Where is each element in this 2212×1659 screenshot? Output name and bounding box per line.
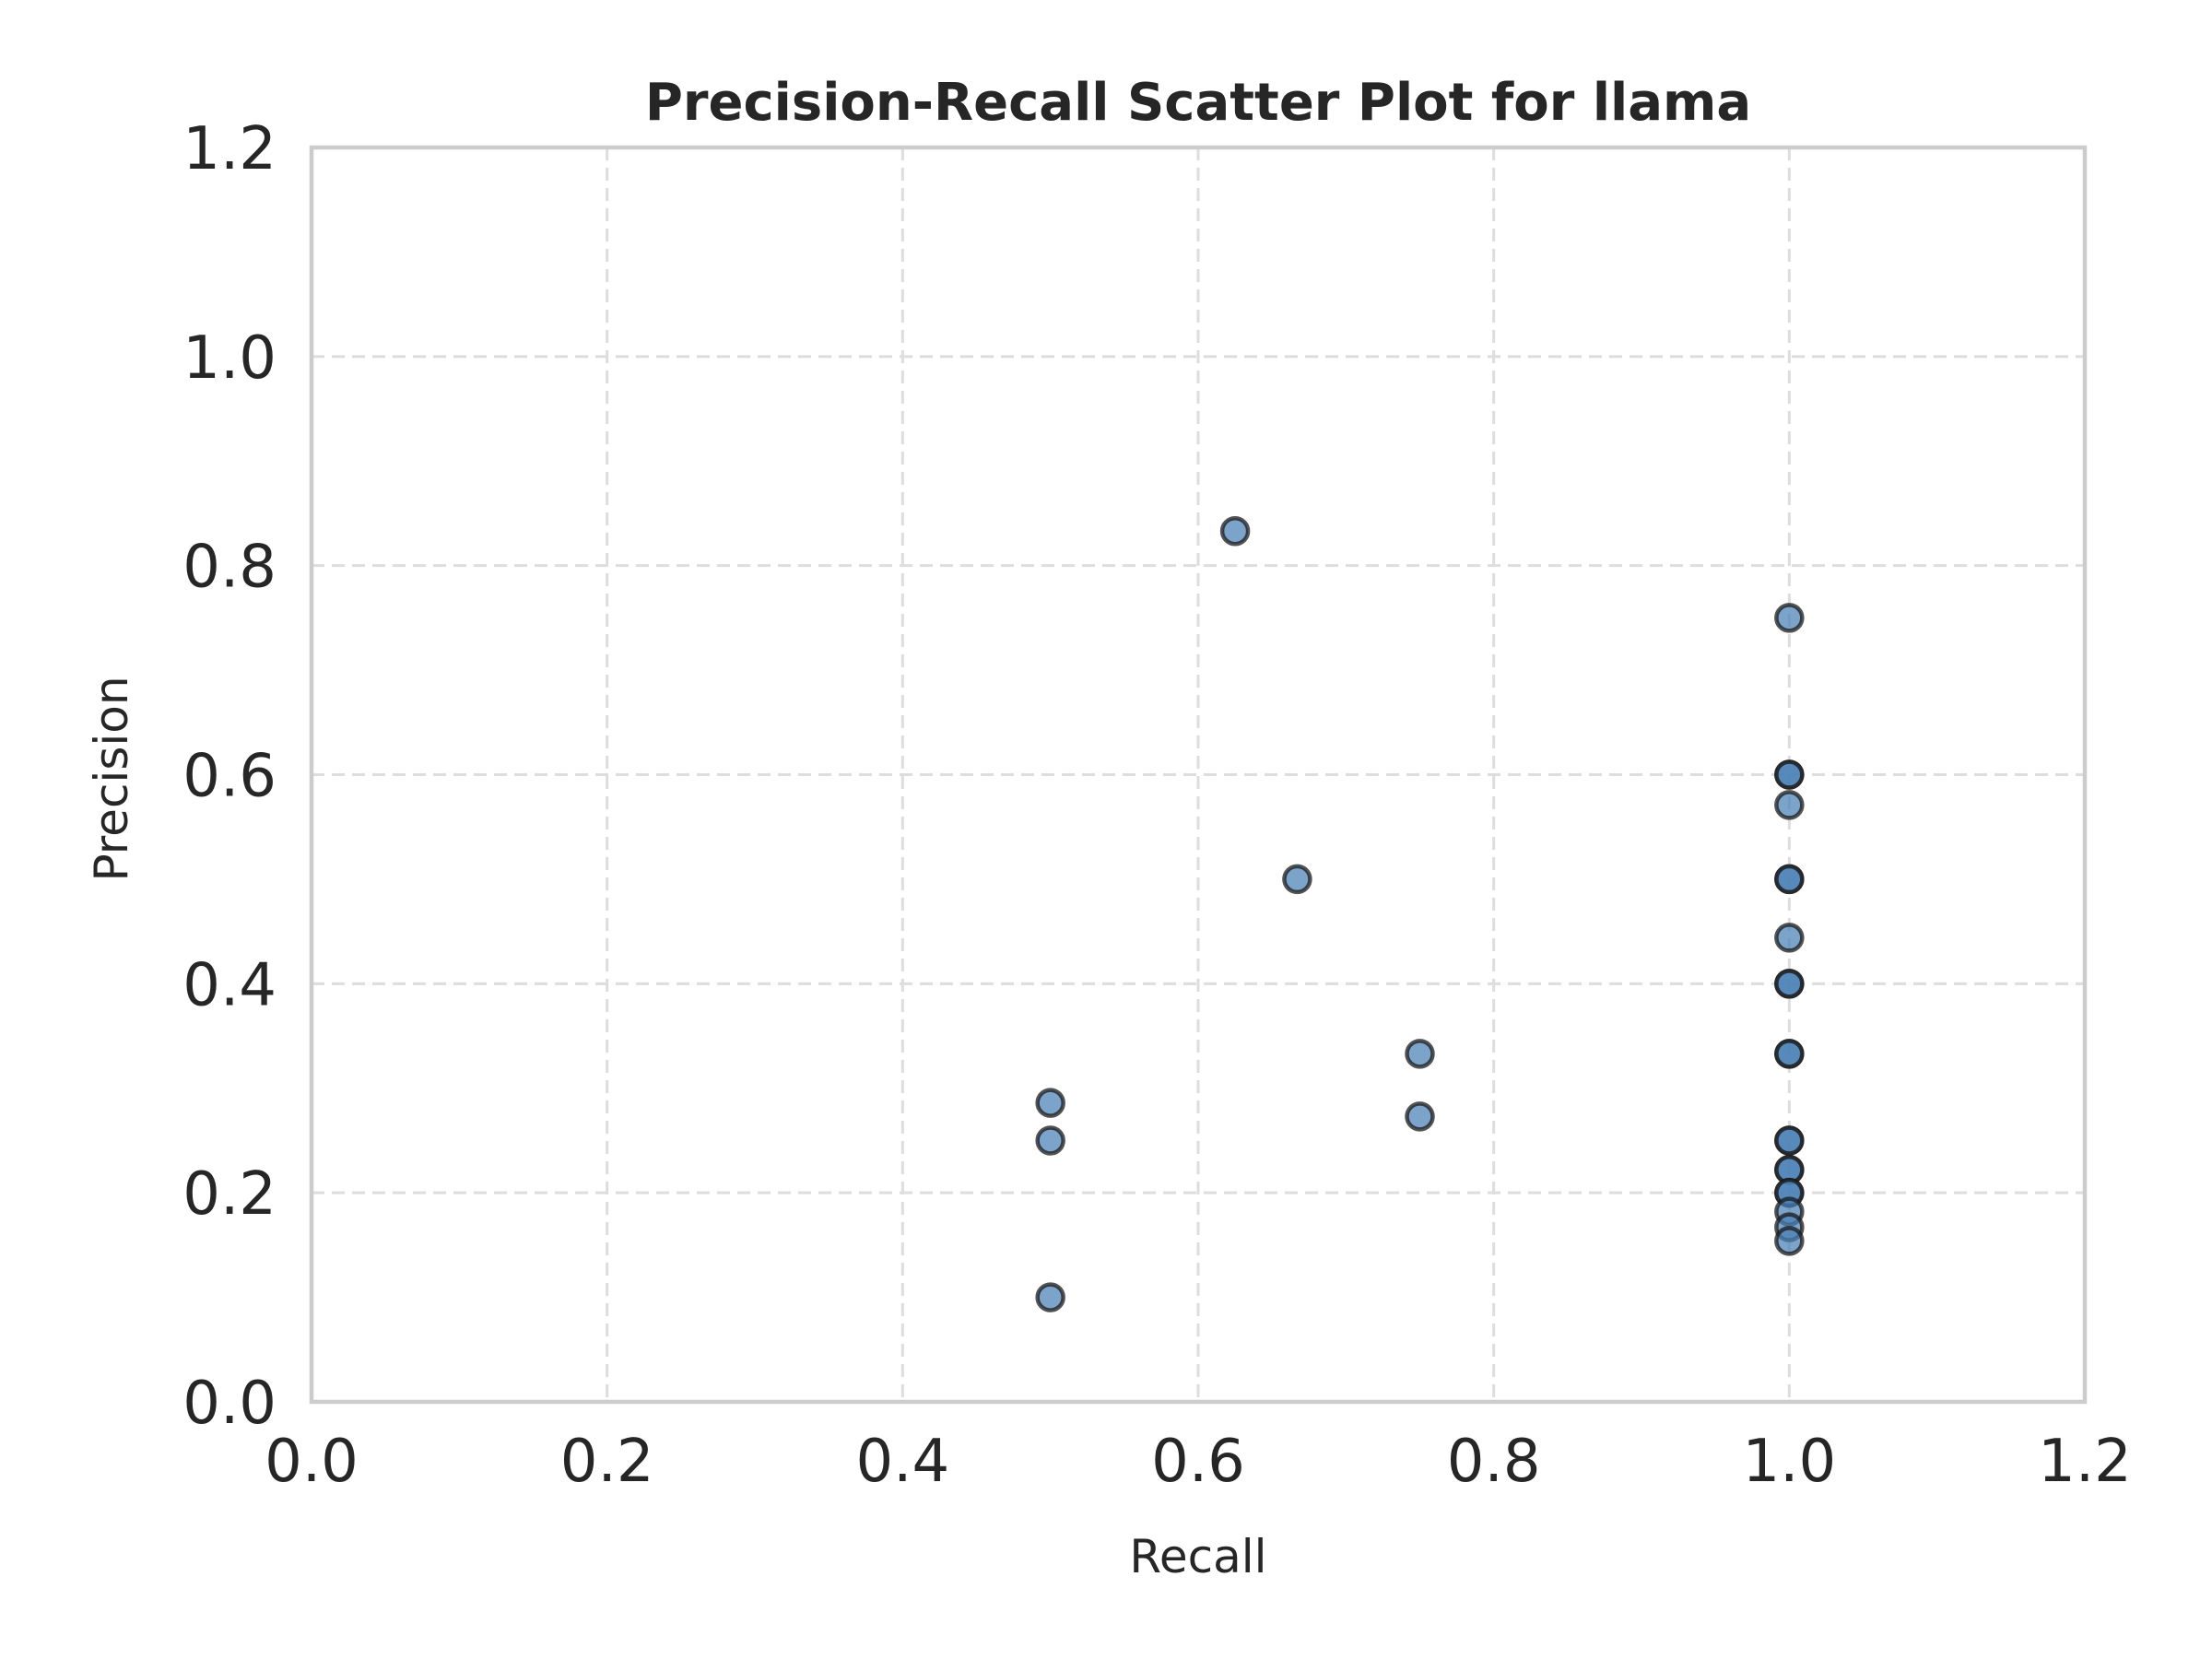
data-point [1774,969,1805,999]
y-tick-labels: 0.0 0.2 0.4 0.6 0.8 1.0 1.2 [182,115,276,1438]
y-tick-label: 0.6 [182,743,276,811]
data-point [1774,864,1805,895]
data-point [1282,864,1312,895]
y-tick-label: 1.2 [182,115,276,183]
data-point [1035,1282,1065,1312]
x-tick-label: 1.0 [1742,1428,1836,1496]
data-point [1405,1039,1435,1069]
chart-title: Precision-Recall Scatter Plot for llama [645,73,1751,133]
y-tick-label: 0.4 [182,951,276,1019]
plot-frame [309,145,2088,1405]
data-point [1774,603,1805,633]
data-point [1219,515,1251,547]
grid-lines [310,146,2087,1404]
x-tick-label: 0.8 [1447,1428,1541,1496]
x-tick-label: 0.2 [560,1428,654,1496]
data-point [1774,923,1805,953]
x-tick-label: 0.0 [265,1428,359,1496]
data-point [1774,1226,1805,1256]
x-tick-label: 1.2 [2038,1428,2132,1496]
data-point [1405,1101,1435,1132]
data-point [1774,1125,1805,1156]
data-point [1774,790,1805,820]
x-tick-label: 0.6 [1151,1428,1245,1496]
data-point [1774,1039,1805,1069]
x-tick-label: 0.4 [855,1428,949,1496]
data-points [1035,515,1805,1312]
data-point [1035,1125,1065,1156]
y-tick-label: 1.0 [182,324,276,393]
y-tick-label: 0.8 [182,534,276,602]
x-tick-labels: 0.0 0.2 0.4 0.6 0.8 1.0 1.2 [265,1428,2132,1496]
x-axis-label: Recall [1129,1530,1266,1583]
y-tick-label: 0.2 [182,1160,276,1229]
data-point [1774,759,1805,790]
y-axis-label: Precision [85,676,138,881]
y-tick-label: 0.0 [182,1370,276,1438]
data-point [1035,1088,1065,1118]
